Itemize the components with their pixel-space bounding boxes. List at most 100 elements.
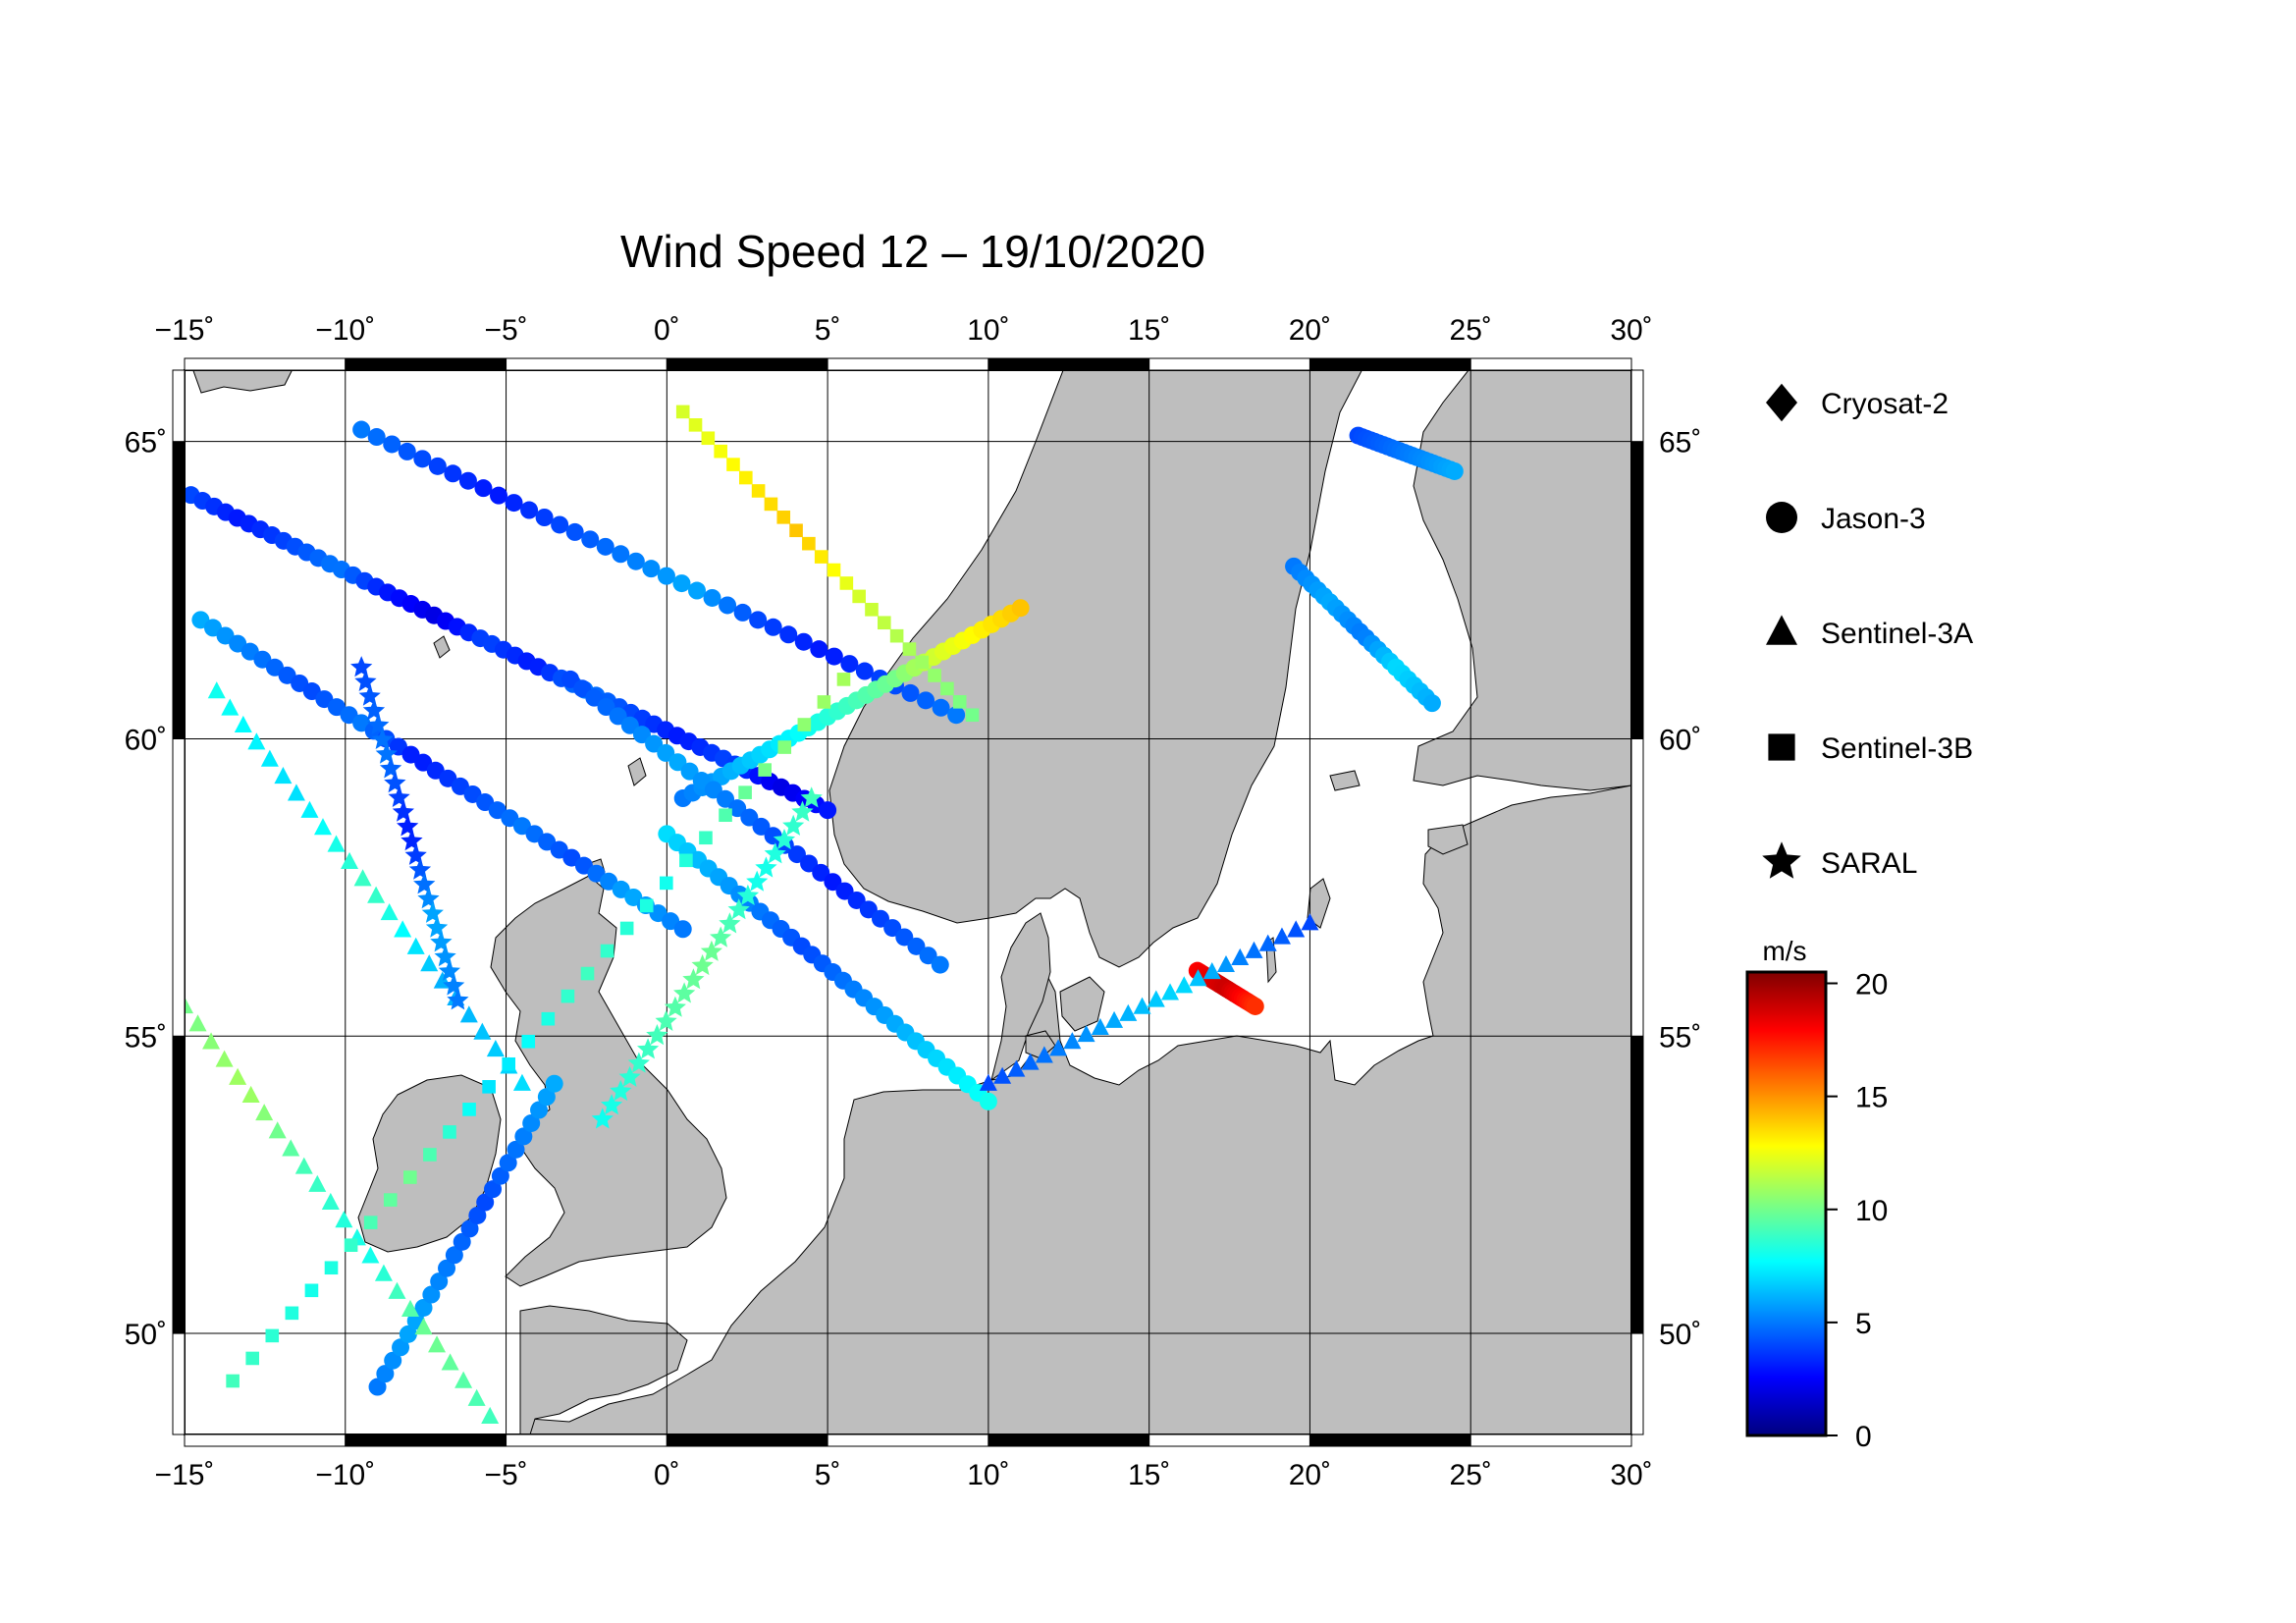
observation-point [300, 800, 319, 818]
observation-point [710, 926, 732, 947]
observation-point [609, 707, 627, 726]
graticule [185, 370, 1631, 1434]
observation-point [247, 732, 266, 750]
observation-point [889, 628, 904, 643]
observation-point [234, 715, 252, 732]
observation-point [551, 515, 569, 534]
observation-point [443, 1125, 456, 1139]
lat-tick-label: 65˚ [125, 427, 167, 460]
observation-point [414, 1298, 433, 1317]
observation-point [374, 1264, 393, 1281]
colorbar-tick-label: 10 [1855, 1195, 1888, 1227]
colorbar-tick-label: 0 [1855, 1421, 1872, 1453]
observation-point [824, 873, 842, 892]
colorbar: m/s 0 5 10 15 20 [1745, 936, 1888, 1453]
observation-point [384, 1351, 402, 1370]
frame-segment-bottom [345, 1434, 507, 1447]
observation-point [388, 1281, 406, 1299]
observation-point [655, 1009, 677, 1031]
observation-point [294, 1157, 313, 1174]
observation-point [746, 870, 769, 892]
frame-segment-top [988, 357, 1150, 371]
observation-point [443, 974, 465, 996]
observation-point [596, 537, 614, 556]
land-funen [1025, 1030, 1056, 1059]
observation-point [467, 1388, 486, 1406]
observation-point [703, 588, 721, 607]
observation-point [794, 632, 813, 651]
lon-tick-label: 25˚ [1450, 1459, 1492, 1491]
observation-point [335, 1211, 353, 1228]
observation-point [468, 1206, 487, 1224]
satellite-legend: Cryosat-2 Jason-3 Sentinel-3A Sentinel-3B SA… [1762, 383, 1973, 880]
observation-point [700, 940, 722, 961]
observation-point [627, 1052, 650, 1073]
observation-point [459, 1005, 478, 1023]
satellite-observations [185, 405, 1464, 1425]
observation-point [447, 989, 469, 1010]
observation-point [394, 920, 412, 938]
lon-tick-label: 15˚ [1128, 1459, 1170, 1491]
frame-segment-top [1469, 357, 1632, 371]
land-zealand [1059, 976, 1105, 1032]
observation-point [699, 831, 713, 845]
observation-point [979, 1073, 997, 1091]
legend-item: Jason-3 [1766, 502, 1926, 535]
observation-point [727, 898, 750, 920]
observation-point [682, 968, 705, 990]
frame-segment-left [172, 369, 186, 443]
observation-point [499, 1154, 517, 1172]
observation-point [1063, 1032, 1082, 1050]
legend-item: Sentinel-3A [1766, 615, 1973, 650]
frame-segment-right [1630, 1332, 1644, 1435]
observation-point [530, 1101, 549, 1119]
observation-point [221, 698, 240, 716]
observation-point [388, 785, 410, 807]
observation-point [376, 1365, 395, 1383]
frame-segment-right [1630, 1035, 1644, 1334]
observation-point [403, 1170, 417, 1184]
observation-point [902, 642, 917, 656]
observation-point [400, 830, 423, 851]
observation-point [1246, 997, 1264, 1015]
legend-label: Sentinel-3A [1821, 618, 1973, 650]
observation-point [1258, 934, 1277, 951]
satellite-track [591, 786, 823, 1129]
observation-point [215, 1050, 234, 1067]
observation-point [535, 508, 554, 526]
map-panel: −15˚ −10˚ −5˚ 0˚ 5˚ 10˚ 15˚ 20˚ 25˚ 30˚ −15˚ −10˚ −… [125, 314, 1702, 1491]
observation-point [915, 655, 930, 670]
lon-tick-label: 5˚ [815, 314, 841, 347]
observation-point [1175, 976, 1194, 994]
observation-point [612, 545, 630, 564]
lon-tick-label: −5˚ [484, 314, 527, 347]
observation-point [422, 1285, 441, 1304]
observation-point [836, 673, 851, 686]
frame-segment-right [1630, 441, 1644, 739]
observation-point [917, 691, 935, 710]
observation-point [928, 669, 941, 682]
observation-point [687, 581, 706, 600]
observation-point [581, 530, 600, 549]
observation-point [514, 1127, 533, 1146]
frame-segment-bottom [1308, 1434, 1471, 1447]
observation-point [489, 486, 507, 505]
lon-tick-label: 15˚ [1128, 314, 1170, 347]
observation-point [502, 1056, 515, 1071]
observation-point [434, 946, 456, 967]
observation-point [777, 740, 792, 754]
lat-tick-label: 50˚ [125, 1319, 167, 1351]
lon-tick-label: −10˚ [315, 314, 375, 347]
observation-point [717, 789, 735, 808]
observation-point [1077, 1025, 1095, 1043]
observation-point [679, 853, 693, 868]
observation-point [931, 955, 949, 974]
observation-point [1231, 947, 1250, 965]
observation-point [384, 772, 406, 793]
observation-point [484, 1180, 503, 1199]
observation-point [965, 708, 980, 723]
lat-tick-label: 55˚ [1659, 1021, 1701, 1054]
land-faroe [433, 635, 451, 659]
land-northern-france [519, 1305, 688, 1434]
legend-item: SARAL [1762, 841, 1917, 880]
